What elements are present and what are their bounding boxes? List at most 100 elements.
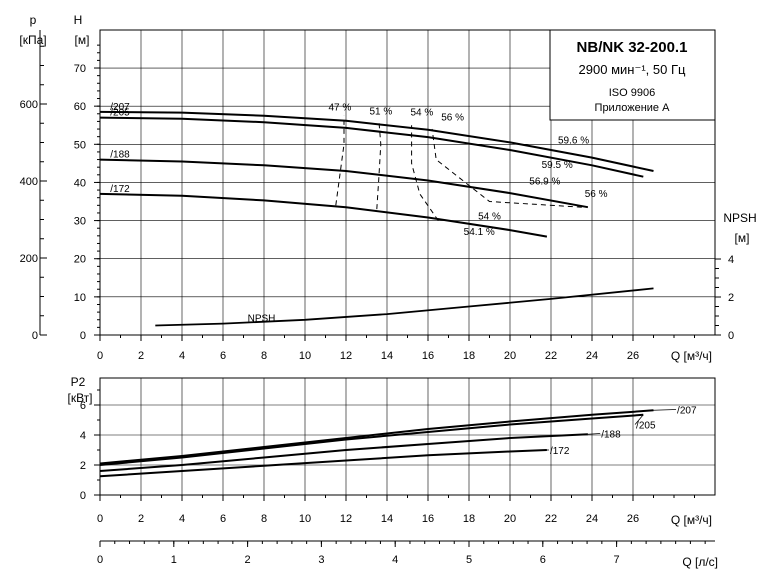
power-curve-leader bbox=[653, 409, 677, 411]
top-x-axis-label: Q [м³/ч] bbox=[671, 349, 712, 363]
x-tick-label: 2 bbox=[138, 513, 144, 525]
ls-tick-label: 0 bbox=[97, 554, 103, 566]
npsh-axis-unit: [м] bbox=[735, 231, 750, 245]
ls-tick-label: 2 bbox=[245, 554, 251, 566]
x-tick-label: 8 bbox=[261, 350, 267, 362]
efficiency-label: 54 % bbox=[478, 211, 501, 222]
head-curve-label: /172 bbox=[110, 184, 130, 195]
power-tick-label: 2 bbox=[80, 460, 86, 472]
efficiency-label: 56.9 % bbox=[529, 176, 560, 187]
power-x-axis-ticks: 0 2 4 6 8 10 12 14 16 18 20 22 24 26 bbox=[97, 495, 695, 525]
head-tick-label: 60 bbox=[74, 101, 86, 113]
flow-ls-axis: 0 1 2 3 4 5 6 7 bbox=[97, 540, 715, 566]
efficiency-curve bbox=[411, 125, 439, 221]
head-curve-label: /207 bbox=[110, 102, 130, 113]
head-tick-label: 30 bbox=[74, 216, 86, 228]
x-tick-label: 6 bbox=[220, 350, 226, 362]
x-tick-label: 12 bbox=[340, 350, 352, 362]
x-tick-label: 24 bbox=[586, 513, 598, 525]
efficiency-label: 47 % bbox=[328, 103, 351, 114]
pressure-tick-label: 200 bbox=[20, 253, 38, 265]
head-tick-label: 50 bbox=[74, 139, 86, 151]
x-tick-label: 2 bbox=[138, 350, 144, 362]
npsh-tick-label: 2 bbox=[728, 292, 734, 304]
efficiency-curve bbox=[431, 128, 582, 208]
ls-axis-label: Q [л/с] bbox=[682, 555, 718, 569]
x-tick-label: 24 bbox=[586, 350, 598, 362]
head-axis-label: H bbox=[74, 13, 83, 27]
head-curve-172 bbox=[99, 192, 548, 238]
head-tick-label: 10 bbox=[74, 292, 86, 304]
x-tick-label: 20 bbox=[504, 513, 516, 525]
head-curve-205 bbox=[99, 116, 644, 178]
pressure-axis-label: p bbox=[30, 13, 37, 27]
ls-tick-label: 6 bbox=[540, 554, 546, 566]
power-axis-unit: [кВт] bbox=[67, 391, 92, 405]
efficiency-label: 54 % bbox=[410, 108, 433, 119]
power-curves: /207/205/188/172 bbox=[99, 406, 697, 478]
efficiency-label: 51 % bbox=[369, 107, 392, 118]
head-curve-188 bbox=[99, 158, 589, 209]
x-tick-label: 18 bbox=[463, 513, 475, 525]
power-curve-188 bbox=[99, 433, 588, 472]
ls-tick-label: 1 bbox=[171, 554, 177, 566]
head-x-axis-ticks: 0 2 4 6 8 10 12 14 16 18 20 22 24 26 bbox=[97, 335, 695, 362]
efficiency-curve bbox=[335, 115, 345, 206]
head-tick-label: 0 bbox=[80, 330, 86, 342]
chart-standard: ISO 9906 bbox=[609, 87, 655, 99]
power-chart-grid bbox=[100, 378, 715, 495]
x-tick-label: 4 bbox=[179, 350, 185, 362]
pressure-tick-label: 600 bbox=[20, 99, 38, 111]
x-tick-label: 12 bbox=[340, 513, 352, 525]
npsh-axis: 0 2 4 bbox=[714, 250, 734, 342]
npsh-curve-label: NPSH bbox=[248, 313, 276, 324]
chart-title: NB/NK 32-200.1 bbox=[577, 39, 688, 56]
head-curves: /207/205/188/172 NPSH bbox=[99, 102, 654, 327]
x-tick-label: 14 bbox=[381, 350, 393, 362]
pressure-axis: 0 200 400 600 bbox=[20, 30, 47, 342]
head-curve-label: /188 bbox=[110, 150, 130, 161]
npsh-tick-label: 0 bbox=[728, 330, 734, 342]
x-tick-label: 10 bbox=[299, 350, 311, 362]
x-tick-label: 26 bbox=[627, 513, 639, 525]
chart-subtitle: 2900 мин⁻¹, 50 Гц bbox=[579, 62, 686, 77]
efficiency-curve bbox=[376, 119, 382, 210]
pressure-axis-unit: [кПа] bbox=[19, 33, 46, 47]
efficiency-label: 56 % bbox=[441, 113, 464, 124]
pressure-tick-label: 0 bbox=[32, 330, 38, 342]
head-curve-207 bbox=[99, 110, 654, 172]
power-curve-label: /172 bbox=[550, 446, 570, 457]
x-tick-label: 10 bbox=[299, 513, 311, 525]
npsh-axis-label: NPSH bbox=[723, 211, 756, 225]
power-curve-label: /188 bbox=[601, 430, 621, 441]
x-tick-label: 14 bbox=[381, 513, 393, 525]
power-curve-172 bbox=[99, 449, 547, 478]
power-curve-label: /207 bbox=[677, 406, 697, 417]
power-tick-label: 4 bbox=[80, 430, 86, 442]
npsh-tick-label: 4 bbox=[728, 254, 734, 266]
efficiency-label: 59.6 % bbox=[558, 136, 589, 147]
power-chart-frame bbox=[99, 377, 716, 496]
efficiency-label: 56 % bbox=[585, 189, 608, 200]
head-tick-label: 70 bbox=[74, 63, 86, 75]
chart-annex: Приложение А bbox=[595, 102, 671, 114]
power-tick-label: 6 bbox=[80, 400, 86, 412]
power-curve-leader bbox=[587, 433, 601, 435]
head-tick-label: 40 bbox=[74, 177, 86, 189]
power-curve-label: /205 bbox=[636, 421, 656, 432]
power-tick-label: 0 bbox=[80, 490, 86, 502]
x-tick-label: 18 bbox=[463, 350, 475, 362]
x-tick-label: 26 bbox=[627, 350, 639, 362]
x-tick-label: 16 bbox=[422, 513, 434, 525]
head-axis-ticks: 0 10 20 30 40 50 60 70 bbox=[74, 44, 100, 342]
x-tick-label: 16 bbox=[422, 350, 434, 362]
ls-tick-label: 5 bbox=[466, 554, 472, 566]
efficiency-label: 54.1 % bbox=[464, 227, 495, 238]
x-tick-label: 0 bbox=[97, 350, 103, 362]
power-curve-207 bbox=[99, 409, 654, 465]
efficiency-curves: 47 % 51 % 54 % 56 % 59.6 % 59.5 % 56.9 % 56 % 54… bbox=[328, 103, 607, 238]
x-tick-label: 0 bbox=[97, 513, 103, 525]
x-tick-label: 20 bbox=[504, 350, 516, 362]
x-tick-label: 22 bbox=[545, 350, 557, 362]
